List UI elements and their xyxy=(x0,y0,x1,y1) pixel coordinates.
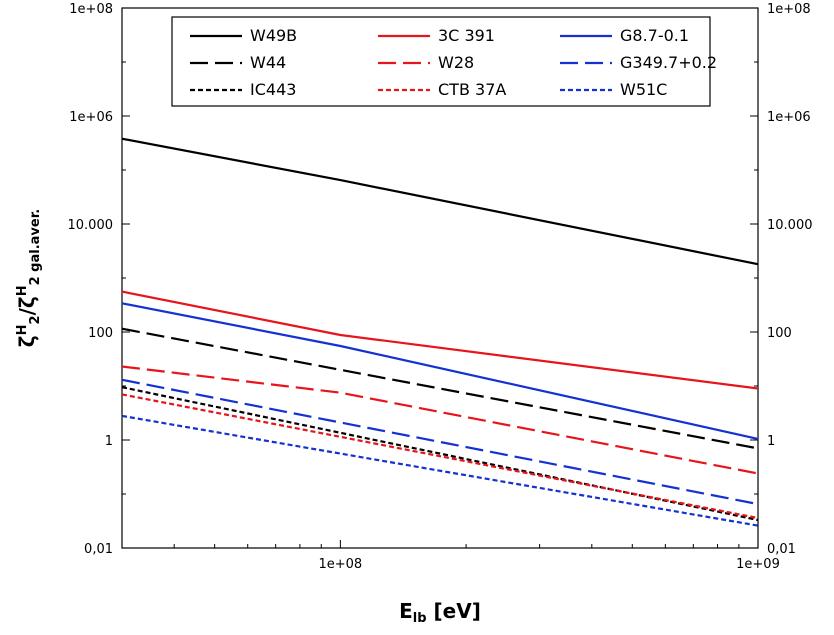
legend-label: IC443 xyxy=(250,80,296,99)
axis-ticks: 0,01 1 100 10.000 1e+06 1e+08 0,01 1 100 10.000 1e… xyxy=(68,2,813,572)
y-tick-label-right: 10.000 xyxy=(767,218,813,233)
legend-label: W49B xyxy=(250,26,297,45)
y-tick-label-right: 1e+06 xyxy=(767,110,811,125)
series-line-w28 xyxy=(121,365,759,475)
legend-label: CTB 37A xyxy=(438,80,506,99)
x-axis-title: Elb [eV] xyxy=(399,599,481,626)
y-tick-label-right: 100 xyxy=(767,326,792,341)
legend: W49B W44 IC443 3C 391 W28 CTB 37A G8.7-0.1 G349… xyxy=(171,16,717,107)
y-axis-title: ζH2/ζH2 gal.aver. xyxy=(15,209,43,347)
y-tick-label-left: 0,01 xyxy=(84,542,113,557)
series-line-g8-7-0-1 xyxy=(121,302,759,440)
legend-label: G8.7-0.1 xyxy=(620,26,689,45)
series-line-w49b xyxy=(121,137,759,266)
legend-label: W28 xyxy=(438,53,474,72)
y-tick-label-left: 100 xyxy=(88,326,113,341)
series-line-ctb-37a xyxy=(121,393,759,520)
y-tick-label-right: 0,01 xyxy=(767,542,796,557)
series-line-w51c xyxy=(121,414,759,527)
y-tick-label-left: 10.000 xyxy=(68,218,114,233)
legend-label: G349.7+0.2 xyxy=(620,53,717,72)
y-tick-label-left: 1e+08 xyxy=(69,2,113,17)
legend-label: W51C xyxy=(620,80,667,99)
y-tick-label-left: 1 xyxy=(105,434,113,449)
y-tick-label-left: 1e+06 xyxy=(69,110,113,125)
axis-titles: Elb [eV] ζH2/ζH2 gal.aver. xyxy=(15,209,481,626)
legend-box xyxy=(171,16,711,107)
x-tick-label: 1e+09 xyxy=(736,557,780,572)
legend-label: W44 xyxy=(250,53,286,72)
x-tick-label: 1e+08 xyxy=(319,557,363,572)
series-line-3c-391 xyxy=(121,290,759,390)
y-tick-label-right: 1e+08 xyxy=(767,2,811,17)
series-lines xyxy=(121,137,759,527)
y-tick-label-right: 1 xyxy=(767,434,775,449)
series-line-g349-7-0-2 xyxy=(121,378,759,506)
series-line-ic443 xyxy=(121,386,759,522)
series-line-w44 xyxy=(121,327,759,450)
legend-label: 3C 391 xyxy=(438,26,495,45)
